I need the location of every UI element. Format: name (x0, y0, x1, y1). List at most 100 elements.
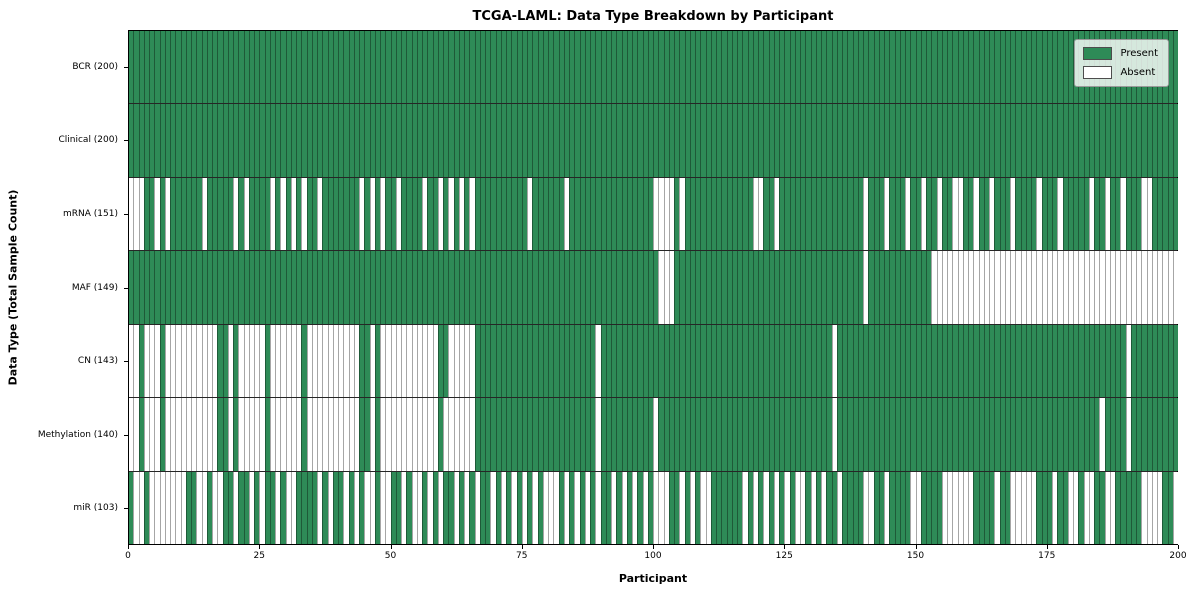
cell (721, 324, 727, 398)
cell (1088, 471, 1094, 544)
cell (416, 398, 422, 471)
cell (395, 104, 401, 177)
cell (999, 324, 1005, 398)
cell (768, 251, 774, 324)
cell (143, 398, 149, 471)
cell (642, 31, 648, 104)
cell (516, 471, 522, 544)
cell (175, 104, 181, 177)
cell (206, 104, 212, 177)
cell (548, 31, 554, 104)
cell (1046, 104, 1052, 177)
cell (1151, 177, 1157, 251)
cell (836, 398, 842, 471)
cell (1015, 104, 1021, 177)
cell (742, 31, 748, 104)
cell (579, 471, 585, 544)
cell (611, 251, 617, 324)
cell (590, 251, 596, 324)
x-tick-label-25: 25 (253, 551, 265, 561)
cell (852, 177, 858, 251)
cell (600, 31, 606, 104)
cell (532, 398, 538, 471)
heatmap-row-BCR (129, 31, 1178, 104)
cell (752, 31, 758, 104)
cell (516, 177, 522, 251)
cell (1073, 398, 1079, 471)
cell (348, 324, 354, 398)
cell (1141, 104, 1147, 177)
cell (1062, 251, 1068, 324)
cell (427, 104, 433, 177)
cell (626, 251, 632, 324)
cell (1036, 471, 1042, 544)
cell (905, 104, 911, 177)
cell (721, 471, 727, 544)
cell (233, 324, 239, 398)
cell (857, 324, 863, 398)
cell (401, 31, 407, 104)
cell (947, 104, 953, 177)
cell (1041, 324, 1047, 398)
cell (280, 251, 286, 324)
cell (222, 251, 228, 324)
cell (511, 251, 517, 324)
cell (1136, 471, 1142, 544)
cell (632, 251, 638, 324)
cell (1052, 31, 1058, 104)
cell (752, 471, 758, 544)
cell (569, 31, 575, 104)
x-tick-mark (521, 545, 523, 549)
cell (269, 31, 275, 104)
heatmap-row-CN (129, 323, 1178, 398)
cell (296, 177, 302, 251)
cell (537, 398, 543, 471)
cell (899, 104, 905, 177)
cell (558, 177, 564, 251)
cell (222, 31, 228, 104)
cell (989, 31, 995, 104)
cell (479, 177, 485, 251)
cell (821, 104, 827, 177)
cell (605, 471, 611, 544)
cell (311, 177, 317, 251)
cell (348, 177, 354, 251)
cell (563, 251, 569, 324)
cell (306, 104, 312, 177)
cell (1162, 471, 1168, 544)
cell (789, 471, 795, 544)
cell (348, 31, 354, 104)
cell (369, 471, 375, 544)
cell (926, 324, 932, 398)
cell (301, 177, 307, 251)
cell (311, 104, 317, 177)
cell (269, 251, 275, 324)
cell (716, 471, 722, 544)
cell (941, 398, 947, 471)
cell (469, 104, 475, 177)
cell (233, 251, 239, 324)
cell (784, 324, 790, 398)
cell (1057, 104, 1063, 177)
cell (332, 251, 338, 324)
cell (1025, 324, 1031, 398)
cell (605, 31, 611, 104)
cell (1167, 471, 1173, 544)
cell (385, 251, 391, 324)
cell (390, 177, 396, 251)
cell (1136, 104, 1142, 177)
heatmap-row-Methylation (129, 397, 1178, 471)
cell (973, 177, 979, 251)
cell (464, 471, 470, 544)
cell (999, 398, 1005, 471)
cell (784, 398, 790, 471)
heatmap-row-MAF (129, 250, 1178, 324)
cell (201, 471, 207, 544)
cell (301, 398, 307, 471)
cell (1004, 324, 1010, 398)
cell (737, 177, 743, 251)
cell (516, 324, 522, 398)
cell (143, 471, 149, 544)
cell (1151, 324, 1157, 398)
cell (511, 324, 517, 398)
